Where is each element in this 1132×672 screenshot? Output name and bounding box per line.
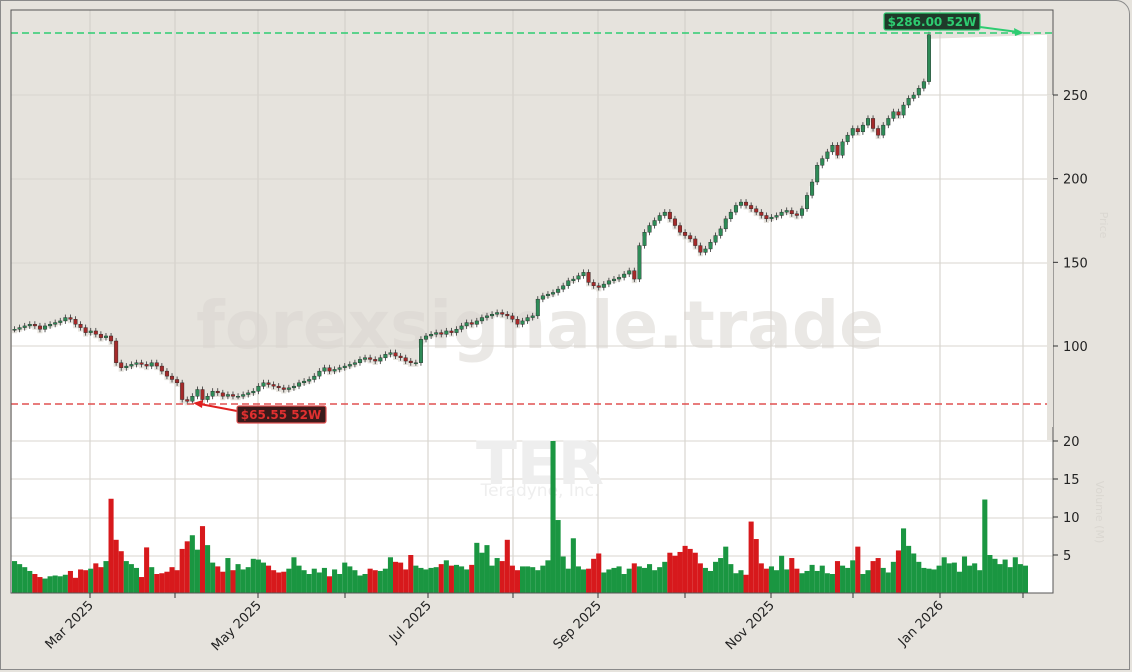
x-axis: Mar 2025 May 2025 Jul 2025 Sep 2025 Nov 2025…: [43, 593, 1024, 654]
svg-text:20: 20: [1063, 435, 1080, 450]
svg-text:Mar 2025: Mar 2025: [43, 598, 97, 652]
price-area-fill: [12, 34, 1047, 440]
y-axis: 100 150 200 250 5 10 15 20: [1053, 89, 1088, 564]
watermark-ticker: TER: [476, 429, 604, 499]
low-52w-annotation: $65.55 52W: [193, 400, 327, 424]
svg-text:May 2025: May 2025: [209, 598, 265, 654]
svg-text:Sep 2025: Sep 2025: [551, 598, 605, 652]
svg-text:10: 10: [1063, 511, 1080, 526]
candlesticks: [12, 31, 931, 405]
svg-text:5: 5: [1063, 549, 1071, 564]
gridlines: [11, 10, 1053, 593]
svg-text:150: 150: [1063, 256, 1088, 271]
svg-text:Jul 2025: Jul 2025: [386, 598, 435, 647]
volume-bars: [12, 441, 1028, 593]
svg-text:Nov 2025: Nov 2025: [723, 598, 778, 653]
svg-text:200: 200: [1063, 173, 1088, 188]
price-axis-label: Price: [1097, 212, 1110, 239]
volume-axis-label: Volume (M): [1093, 481, 1106, 543]
low-52w-label: $65.55 52W: [241, 408, 321, 422]
right-margin-strip: [1047, 95, 1053, 427]
watermark-site: forexsignale.trade: [196, 287, 884, 364]
svg-text:Jan 2026: Jan 2026: [895, 598, 947, 650]
watermark-company: Teradyne, Inc.: [480, 481, 600, 501]
high-52w-label: $286.00 52W: [888, 15, 977, 29]
high-52w-annotation: $286.00 52W: [883, 12, 1024, 36]
svg-text:250: 250: [1063, 89, 1088, 104]
svg-text:15: 15: [1063, 473, 1080, 488]
svg-text:100: 100: [1063, 340, 1088, 355]
